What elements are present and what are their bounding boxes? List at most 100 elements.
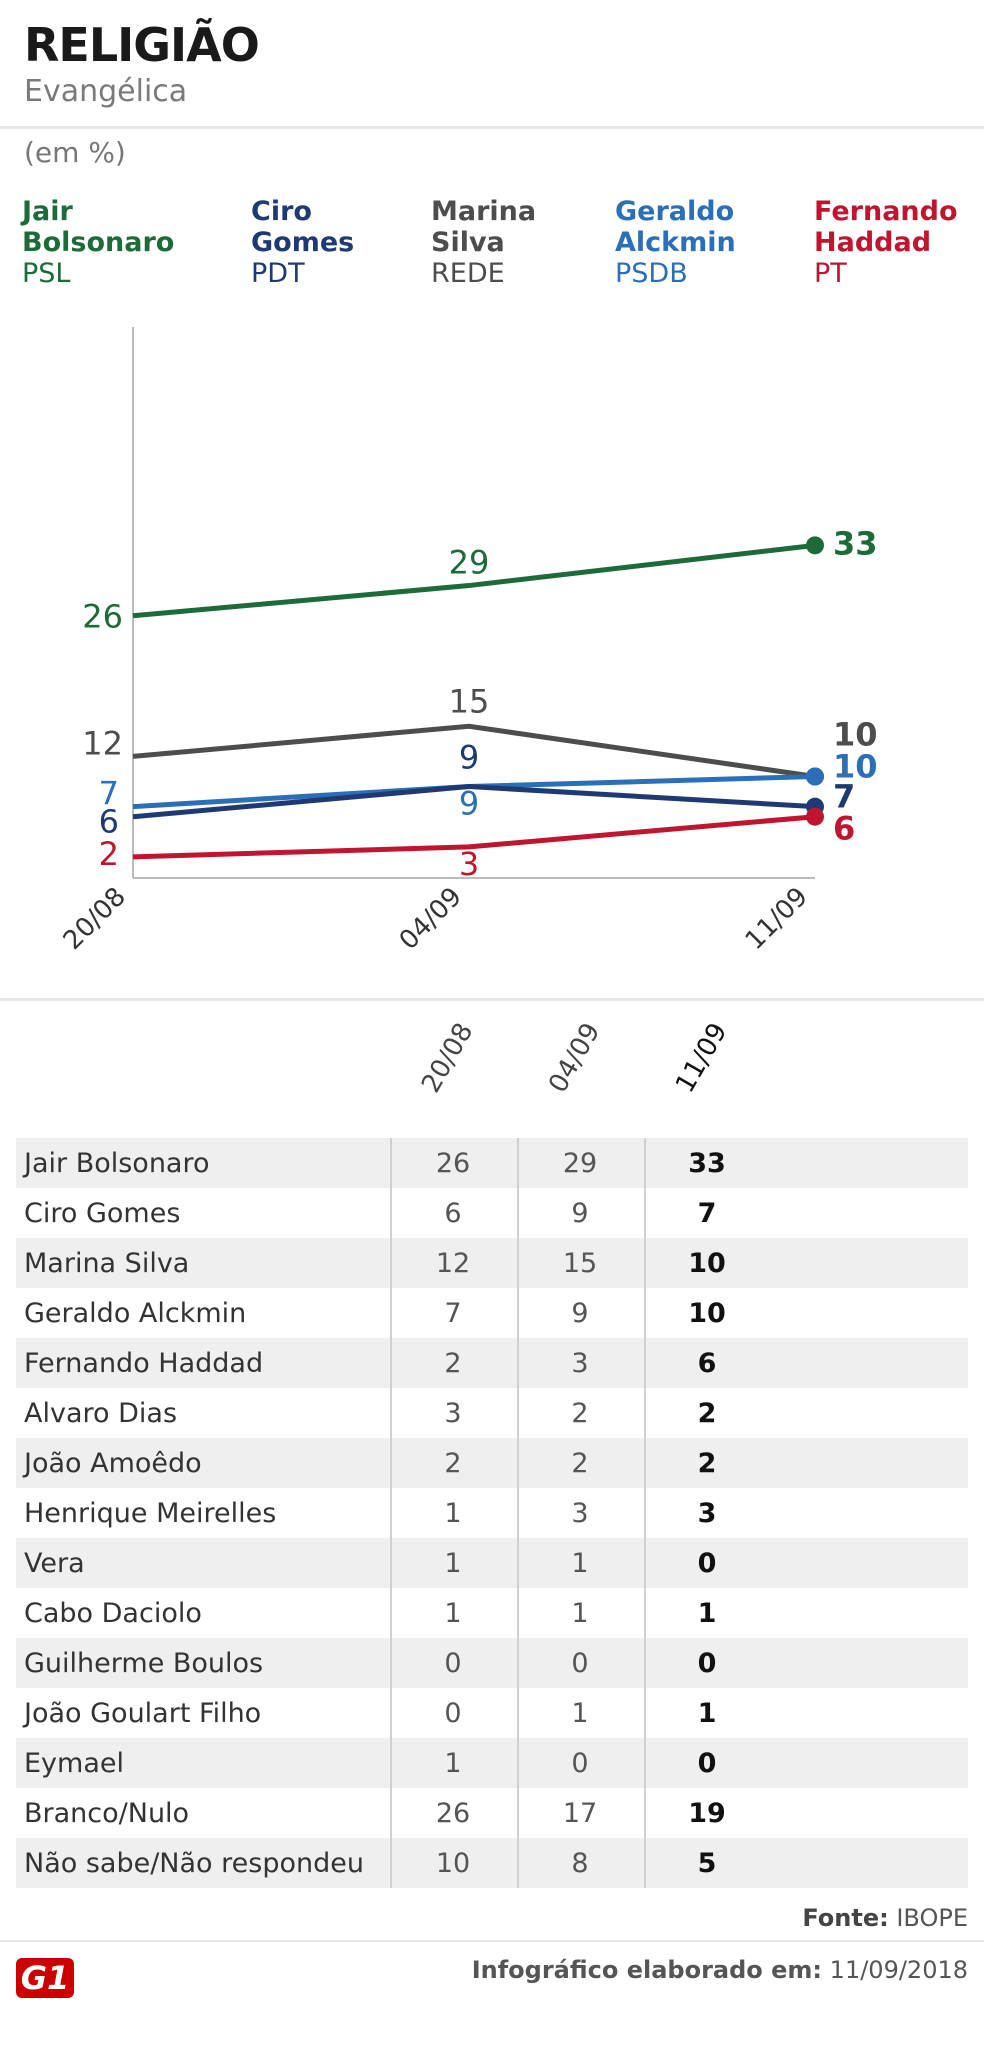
- table-cell: 6: [444, 1198, 462, 1229]
- legend-party: REDE: [431, 258, 505, 289]
- candidate-name: Eymael: [24, 1748, 124, 1779]
- candidate-name: João Goulart Filho: [24, 1698, 262, 1729]
- data-label-marina-silva: 12: [82, 724, 123, 762]
- table-cell: 1: [444, 1598, 462, 1629]
- table-cell: 10: [688, 1298, 726, 1329]
- legend-party: PT: [814, 258, 847, 289]
- table-cell: 8: [571, 1848, 589, 1879]
- table-row: João Amoêdo 2 2 2: [16, 1438, 968, 1488]
- table-cell: 2: [571, 1398, 589, 1429]
- table-cell: 12: [435, 1248, 471, 1279]
- table-cell: 6: [697, 1348, 717, 1379]
- table-row: Fernando Haddad 2 3 6: [16, 1338, 968, 1388]
- candidate-name: Geraldo Alckmin: [24, 1298, 247, 1329]
- table-cell: 0: [571, 1748, 589, 1779]
- legend-item-ciro: Ciro Gomes PDT: [251, 196, 354, 289]
- source-value: IBOPE: [896, 1904, 968, 1932]
- table-row: Henrique Meirelles 1 3 3: [16, 1488, 968, 1538]
- candidate-name: Não sabe/Não respondeu: [24, 1848, 364, 1879]
- x-tick-label: 20/08: [58, 882, 132, 956]
- table-cell: 26: [435, 1148, 471, 1179]
- table-cell: 0: [697, 1548, 717, 1579]
- data-label-jair-bolsonaro: 29: [449, 544, 490, 582]
- candidate-name: Fernando Haddad: [24, 1348, 264, 1379]
- table-cell: 1: [444, 1748, 462, 1779]
- table-cell: 1: [444, 1548, 462, 1579]
- table-cell: 1: [571, 1548, 589, 1579]
- credit: Infográfico elaborado em: 11/09/2018: [472, 1956, 968, 1984]
- table-cell: 1: [571, 1598, 589, 1629]
- legend-name: Ciro: [251, 196, 312, 227]
- data-label-ciro-gomes: 7: [833, 778, 855, 816]
- data-label-jair-bolsonaro: 26: [82, 598, 123, 636]
- candidate-name: Jair Bolsonaro: [24, 1148, 210, 1179]
- table-cell: 3: [444, 1398, 462, 1429]
- data-point-fernando-haddad: [806, 807, 824, 826]
- data-label-geraldo-alckmin: 7: [99, 775, 119, 813]
- table-cell: 15: [562, 1248, 598, 1279]
- table-cell: 0: [444, 1698, 462, 1729]
- candidate-name: Vera: [24, 1548, 85, 1579]
- legend-item-alckmin: Geraldo Alckmin PSDB: [615, 196, 736, 289]
- candidate-name: Marina Silva: [24, 1248, 190, 1279]
- credit-label: Infográfico elaborado em:: [471, 1956, 823, 1984]
- unit-label: (em %): [24, 136, 126, 169]
- data-label-fernando-haddad: 2: [99, 835, 119, 873]
- table-cell: 2: [444, 1448, 462, 1479]
- table-cell: 2: [571, 1448, 589, 1479]
- results-table: Jair Bolsonaro 26 29 33 Ciro Gomes 6 9 7 Marina …: [16, 1138, 968, 1888]
- data-label-ciro-gomes: 6: [99, 803, 119, 841]
- data-label-ciro-gomes: 9: [459, 739, 479, 777]
- table-cell: 2: [697, 1448, 717, 1479]
- table-cell: 9: [571, 1198, 589, 1229]
- table-cell: 10: [435, 1848, 471, 1879]
- divider: [0, 998, 984, 1001]
- legend-name: Jair: [22, 196, 73, 227]
- table-cell: 26: [435, 1798, 471, 1829]
- table-cell: 3: [571, 1498, 589, 1529]
- table-cell: 2: [697, 1398, 717, 1429]
- table-cell: 29: [562, 1148, 598, 1179]
- table-cell: 5: [697, 1848, 717, 1879]
- table-row: Eymael 1 0 0: [16, 1738, 968, 1788]
- legend-name: Fernando: [814, 196, 958, 227]
- table-col-header: 20/08: [416, 1018, 480, 1098]
- data-label-geraldo-alckmin: 9: [459, 785, 479, 823]
- source: Fonte: IBOPE: [802, 1904, 968, 1932]
- series-line-ciro-gomes: [132, 784, 816, 820]
- legend-party: PDT: [251, 258, 305, 289]
- legend-name: Haddad: [814, 227, 932, 258]
- table-row: Alvaro Dias 3 2 2: [16, 1388, 968, 1438]
- legend-party: PSDB: [615, 258, 688, 289]
- candidate-name: Alvaro Dias: [24, 1398, 178, 1429]
- table-cell: 3: [697, 1498, 717, 1529]
- table-divider: [390, 1138, 392, 1888]
- source-label: Fonte:: [802, 1904, 889, 1932]
- legend-name: Bolsonaro: [22, 227, 175, 258]
- series-line-marina-silva: [132, 723, 816, 779]
- table-cell: 1: [444, 1498, 462, 1529]
- data-point-jair-bolsonaro: [806, 536, 824, 555]
- data-point-geraldo-alckmin: [806, 767, 824, 786]
- table-cell: 33: [688, 1148, 726, 1179]
- legend-party: PSL: [22, 258, 71, 289]
- table-cell: 1: [697, 1598, 717, 1629]
- table-cell: 0: [571, 1648, 589, 1679]
- divider: [0, 126, 984, 129]
- legend-name: Gomes: [251, 227, 355, 258]
- page-title: RELIGIÃO: [24, 18, 260, 72]
- table-col-header: 11/09: [670, 1018, 734, 1098]
- data-label-marina-silva: 15: [449, 682, 490, 720]
- x-tick-label: 04/09: [394, 882, 468, 956]
- table-row: Guilherme Boulos 0 0 0: [16, 1638, 968, 1688]
- table-row: Ciro Gomes 6 9 7: [16, 1188, 968, 1238]
- table-cell: 0: [697, 1748, 717, 1779]
- candidate-name: Cabo Daciolo: [24, 1598, 202, 1629]
- legend-item-bolsonaro: Jair Bolsonaro PSL: [22, 196, 174, 289]
- legend-name: Marina: [431, 196, 537, 227]
- table-cell: 3: [571, 1348, 589, 1379]
- table-row: Marina Silva 12 15 10: [16, 1238, 968, 1288]
- table-divider: [644, 1138, 646, 1888]
- candidate-name: Guilherme Boulos: [24, 1648, 264, 1679]
